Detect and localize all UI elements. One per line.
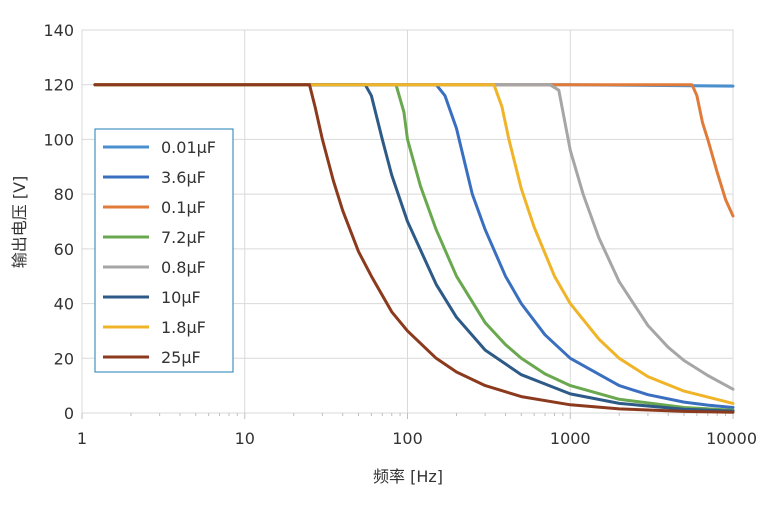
y-tick-label: 100 xyxy=(43,130,74,149)
legend-label: 0.01μF xyxy=(161,138,216,157)
x-tick-label: 10000 xyxy=(706,429,757,448)
axes: 0 20 40 60 80 100 120 140 1 10 100 1000 10000 xyxy=(43,21,757,448)
legend-box xyxy=(94,128,234,373)
series-line-5 xyxy=(93,83,735,413)
y-tick-label: 140 xyxy=(43,21,74,40)
legend-label: 25μF xyxy=(161,348,201,367)
series-line-3 xyxy=(93,83,735,412)
y-tick-label: 0 xyxy=(64,404,74,423)
y-tick-label: 80 xyxy=(54,185,74,204)
legend: 0.01μF 3.6μF 0.1μF 7.2μF 0.8μF 10μF 1.8μF 25μF xyxy=(94,128,234,373)
y-tick-label: 120 xyxy=(43,76,74,95)
y-tick-label: 20 xyxy=(54,349,74,368)
y-axis-title: 输出电压 [V] xyxy=(10,176,29,269)
x-tick-label: 100 xyxy=(392,429,423,448)
series-line-1 xyxy=(93,83,735,409)
y-tick-label: 60 xyxy=(54,240,74,259)
series-line-7 xyxy=(93,83,735,414)
y-tick-label: 40 xyxy=(54,295,74,314)
x-tick-label: 1000 xyxy=(550,429,591,448)
x-tick-label: 1 xyxy=(77,429,87,448)
legend-label: 1.8μF xyxy=(161,318,206,337)
legend-label: 0.8μF xyxy=(161,258,206,277)
legend-label: 0.1μF xyxy=(161,198,206,217)
x-tick-label: 10 xyxy=(235,429,255,448)
series-line-4 xyxy=(93,83,735,391)
legend-label: 3.6μF xyxy=(161,168,206,187)
series-line-2 xyxy=(93,83,735,218)
series-line-6 xyxy=(93,83,735,405)
x-axis-title: 频率 [Hz] xyxy=(373,467,443,486)
legend-label: 10μF xyxy=(161,288,201,307)
series-lines xyxy=(93,83,735,414)
legend-label: 7.2μF xyxy=(161,228,206,247)
